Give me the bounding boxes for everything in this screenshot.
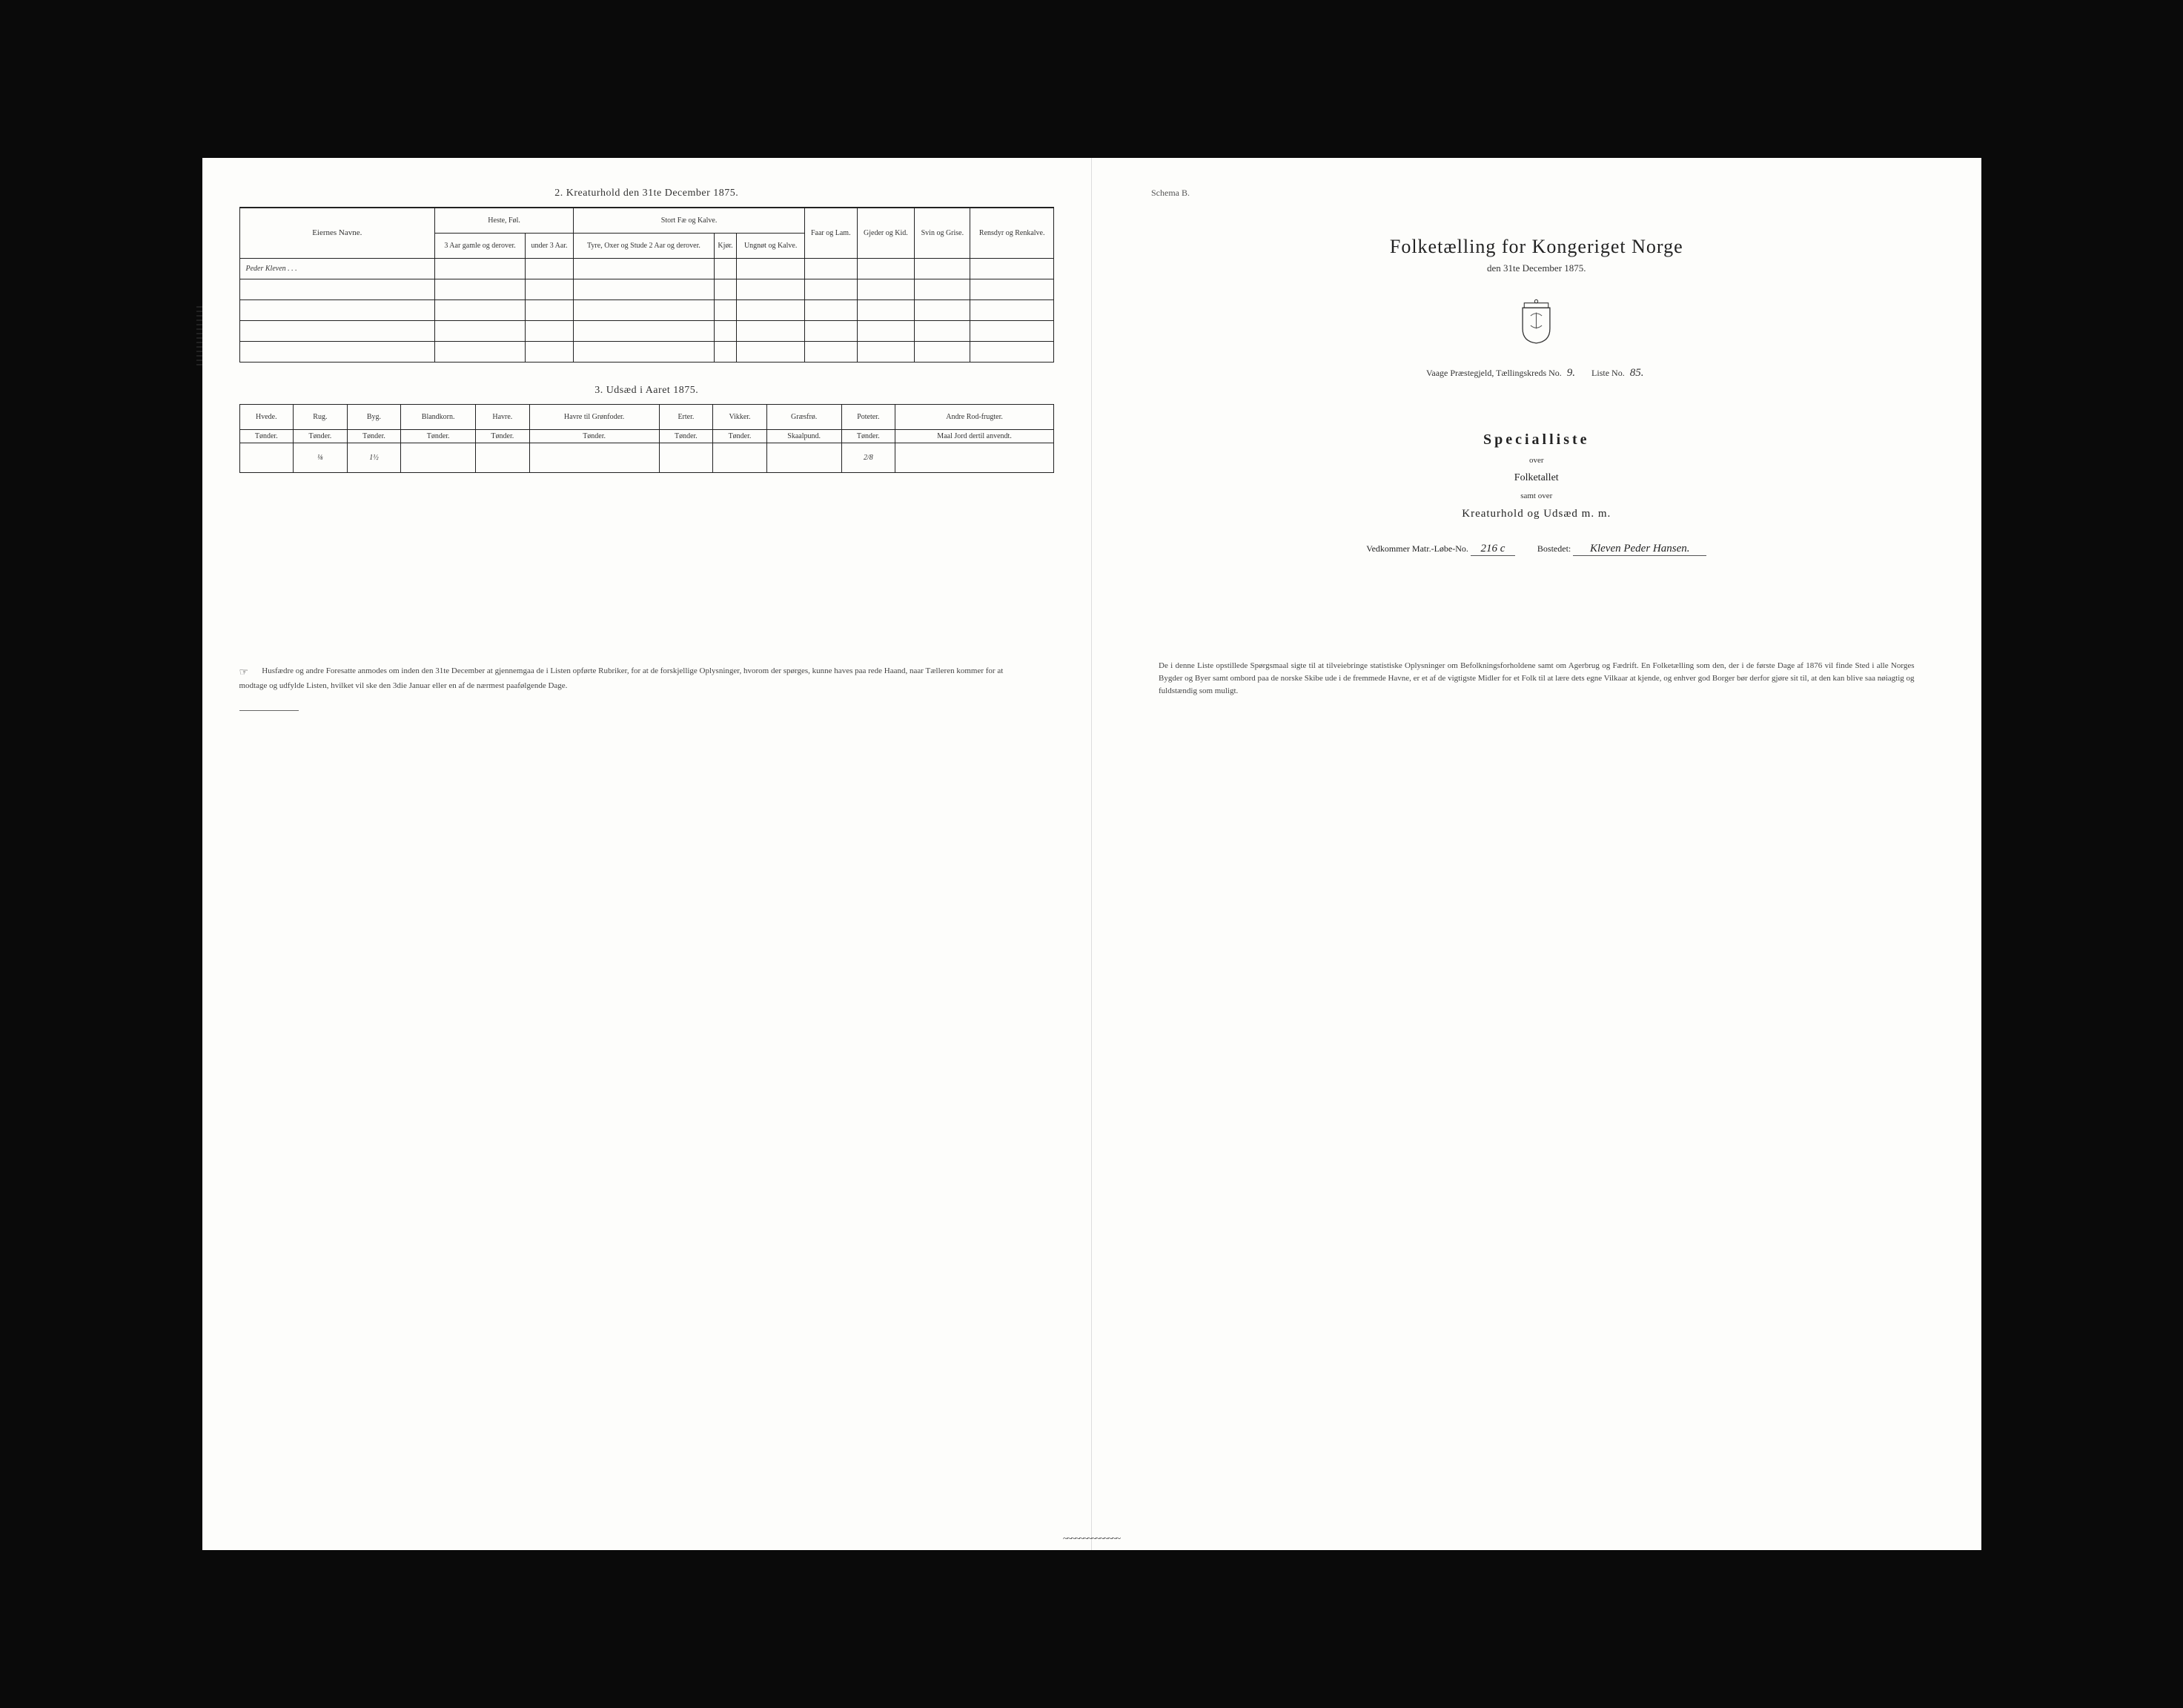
unit-cell: Tønder. [294, 429, 348, 443]
col-byg: Byg. [347, 404, 401, 429]
film-edge-marks [196, 306, 202, 365]
col-s1: Tyre, Oxer og Stude 2 Aar og derover. [574, 233, 715, 258]
col-vikker: Vikker. [713, 404, 767, 429]
col-poteter: Poteter. [841, 404, 895, 429]
table-header-row: Eiernes Navne. Heste, Føl. Stort Fæ og K… [239, 208, 1054, 233]
meta-liste-label: Liste No. [1591, 368, 1625, 378]
col-gjeder: Gjeder og Kid. [857, 208, 915, 258]
col-group-storfe: Stort Fæ og Kalve. [574, 208, 805, 233]
over-label: over [1129, 456, 1944, 465]
kreatur-label: Kreaturhold og Udsæd m. m. [1129, 508, 1944, 520]
divider [239, 710, 299, 711]
unit-cell: Tønder. [713, 429, 767, 443]
col-s2: Kjør. [714, 233, 736, 258]
val-poteter: 2/8 [841, 443, 895, 472]
col-svin: Svin og Grise. [915, 208, 970, 258]
col-s3: Ungnøt og Kalve. [737, 233, 805, 258]
table-row: Peder Kleven . . . [239, 258, 1054, 279]
schema-label: Schema B. [1151, 188, 1944, 199]
pointing-hand-icon: ☞ [239, 666, 260, 681]
table-unit-row: Tønder. Tønder. Tønder. Tønder. Tønder. … [239, 429, 1054, 443]
unit-cell: Skaalpund. [766, 429, 841, 443]
matr-value: 216 c [1471, 543, 1515, 556]
right-footnote: De i denne Liste opstillede Spørgsmaal s… [1129, 660, 1944, 698]
col-group-heste: Heste, Føl. [435, 208, 574, 233]
col-faar: Faar og Lam. [805, 208, 857, 258]
unit-cell: Tønder. [401, 429, 476, 443]
meta-liste-value: 85. [1627, 367, 1647, 379]
binding-mark: ~~~~~~~~~~~~~~ [1063, 1533, 1120, 1544]
table-header-row: Hvede. Rug. Byg. Blandkorn. Havre. Havre… [239, 404, 1054, 429]
document-scan: 2. Kreaturhold den 31te December 1875. E… [202, 158, 1981, 1550]
matr-label: Vedkommer Matr.-Løbe-No. [1366, 543, 1468, 554]
right-page: Schema B. Folketælling for Kongeriget No… [1092, 158, 1981, 1550]
unit-cell: Tønder. [529, 429, 659, 443]
table-row [239, 279, 1054, 299]
left-footnote: ☞ Husfædre og andre Foresatte anmodes om… [239, 666, 1055, 692]
unit-cell: Tønder. [347, 429, 401, 443]
section2-title: 2. Kreaturhold den 31te December 1875. [239, 188, 1055, 199]
table-row: ⅛ 1½ 2/8 [239, 443, 1054, 472]
udsaed-table: Hvede. Rug. Byg. Blandkorn. Havre. Havre… [239, 404, 1055, 473]
bosted-label: Bostedet: [1537, 543, 1571, 554]
unit-cell: Tønder. [659, 429, 713, 443]
footnote-text: Husfædre og andre Foresatte anmodes om i… [239, 666, 1004, 690]
col-erter: Erter. [659, 404, 713, 429]
unit-cell: Tønder. [841, 429, 895, 443]
main-title: Folketælling for Kongeriget Norge [1129, 236, 1944, 258]
col-bland: Blandkorn. [401, 404, 476, 429]
unit-cell: Tønder. [239, 429, 294, 443]
val-rug: ⅛ [294, 443, 348, 472]
col-hvede: Hvede. [239, 404, 294, 429]
folketallet-label: Folketallet [1129, 472, 1944, 484]
col-andre: Andre Rod-frugter. [895, 404, 1054, 429]
col-graesfro: Græsfrø. [766, 404, 841, 429]
unit-cell: Maal Jord dertil anvendt. [895, 429, 1054, 443]
col-h1: 3 Aar gamle og derover. [435, 233, 526, 258]
kreaturhold-table: Eiernes Navne. Heste, Føl. Stort Fæ og K… [239, 207, 1055, 363]
owner-name: Peder Kleven . . . [239, 258, 435, 279]
col-havre-gron: Havre til Grønfoder. [529, 404, 659, 429]
val-byg: 1½ [347, 443, 401, 472]
bosted-value: Kleven Peder Hansen. [1573, 543, 1706, 556]
col-h2: under 3 Aar. [525, 233, 573, 258]
col-eier: Eiernes Navne. [239, 208, 435, 258]
table-row [239, 341, 1054, 362]
meta-kreds-value: 9. [1564, 367, 1578, 379]
samt-over-label: samt over [1129, 491, 1944, 500]
unit-cell: Tønder. [476, 429, 530, 443]
form-line: Vedkommer Matr.-Løbe-No. 216 c Bostedet:… [1129, 543, 1944, 556]
col-rug: Rug. [294, 404, 348, 429]
left-page: 2. Kreaturhold den 31te December 1875. E… [202, 158, 1093, 1550]
table-row [239, 299, 1054, 320]
meta-prefix: Vaage Præstegjeld, Tællingskreds No. [1426, 368, 1562, 378]
specialliste-title: Specialliste [1129, 431, 1944, 448]
meta-line: Vaage Præstegjeld, Tællingskreds No. 9. … [1129, 367, 1944, 380]
subtitle: den 31te December 1875. [1129, 262, 1944, 274]
section3-title: 3. Udsæd i Aaret 1875. [239, 385, 1055, 397]
col-havre: Havre. [476, 404, 530, 429]
table-row [239, 320, 1054, 341]
coat-of-arms-icon [1129, 297, 1944, 345]
col-ren: Rensdyr og Renkalve. [970, 208, 1054, 258]
